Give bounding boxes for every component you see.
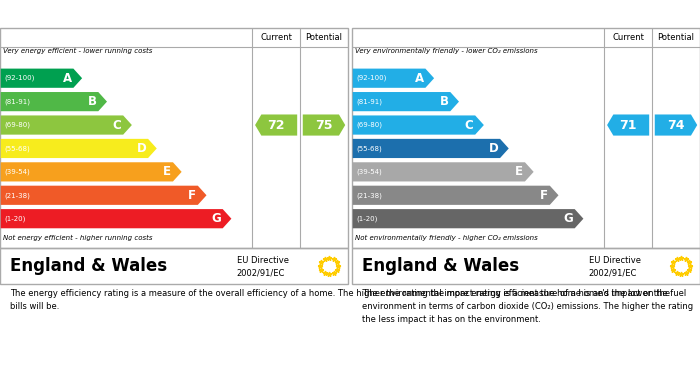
Text: A: A bbox=[62, 72, 71, 85]
Text: (81-91): (81-91) bbox=[4, 99, 30, 105]
Text: Not energy efficient - higher running costs: Not energy efficient - higher running co… bbox=[4, 235, 153, 241]
Text: (55-68): (55-68) bbox=[356, 145, 382, 152]
Text: Environmental Impact (CO₂) Rating: Environmental Impact (CO₂) Rating bbox=[359, 7, 592, 20]
Text: (1-20): (1-20) bbox=[356, 215, 377, 222]
Polygon shape bbox=[1, 139, 157, 158]
Text: G: G bbox=[211, 212, 221, 225]
Text: (92-100): (92-100) bbox=[356, 75, 386, 81]
Polygon shape bbox=[353, 115, 484, 135]
Polygon shape bbox=[353, 68, 434, 88]
Polygon shape bbox=[303, 115, 345, 136]
Text: 72: 72 bbox=[267, 118, 285, 131]
Text: 74: 74 bbox=[667, 118, 685, 131]
Text: (81-91): (81-91) bbox=[356, 99, 382, 105]
Text: C: C bbox=[113, 118, 121, 131]
Text: (21-38): (21-38) bbox=[4, 192, 30, 199]
Text: (69-80): (69-80) bbox=[356, 122, 382, 128]
Text: E: E bbox=[515, 165, 523, 178]
Polygon shape bbox=[1, 162, 181, 181]
Text: (55-68): (55-68) bbox=[4, 145, 30, 152]
Text: Very environmentally friendly - lower CO₂ emissions: Very environmentally friendly - lower CO… bbox=[356, 48, 538, 54]
Polygon shape bbox=[255, 115, 298, 136]
Text: England & Wales: England & Wales bbox=[10, 257, 167, 275]
Text: (39-54): (39-54) bbox=[4, 169, 30, 175]
Text: B: B bbox=[88, 95, 97, 108]
Text: Not environmentally friendly - higher CO₂ emissions: Not environmentally friendly - higher CO… bbox=[356, 235, 538, 241]
Polygon shape bbox=[353, 92, 459, 111]
Polygon shape bbox=[353, 162, 533, 181]
Polygon shape bbox=[1, 209, 232, 228]
Text: Current: Current bbox=[612, 33, 644, 42]
Text: (39-54): (39-54) bbox=[356, 169, 382, 175]
Text: Very energy efficient - lower running costs: Very energy efficient - lower running co… bbox=[4, 48, 153, 54]
Polygon shape bbox=[654, 115, 697, 136]
Text: F: F bbox=[540, 189, 548, 202]
Text: Potential: Potential bbox=[305, 33, 342, 42]
Text: The energy efficiency rating is a measure of the overall efficiency of a home. T: The energy efficiency rating is a measur… bbox=[10, 289, 687, 311]
Text: The environmental impact rating is a measure of a home's impact on the environme: The environmental impact rating is a mea… bbox=[363, 289, 694, 324]
Polygon shape bbox=[1, 115, 132, 135]
Text: Potential: Potential bbox=[657, 33, 694, 42]
Polygon shape bbox=[353, 139, 509, 158]
Polygon shape bbox=[353, 209, 583, 228]
Text: (69-80): (69-80) bbox=[4, 122, 30, 128]
Text: (21-38): (21-38) bbox=[356, 192, 382, 199]
Text: EU Directive: EU Directive bbox=[589, 256, 640, 265]
Text: (92-100): (92-100) bbox=[4, 75, 34, 81]
Text: 75: 75 bbox=[315, 118, 332, 131]
Polygon shape bbox=[1, 68, 82, 88]
Text: B: B bbox=[440, 95, 449, 108]
Text: C: C bbox=[465, 118, 473, 131]
Text: D: D bbox=[136, 142, 146, 155]
Text: (1-20): (1-20) bbox=[4, 215, 26, 222]
Text: EU Directive: EU Directive bbox=[237, 256, 288, 265]
Text: A: A bbox=[414, 72, 424, 85]
Polygon shape bbox=[353, 186, 559, 205]
Text: England & Wales: England & Wales bbox=[363, 257, 519, 275]
Text: 2002/91/EC: 2002/91/EC bbox=[237, 269, 285, 278]
Text: Energy Efficiency Rating: Energy Efficiency Rating bbox=[7, 7, 169, 20]
Polygon shape bbox=[1, 186, 206, 205]
Polygon shape bbox=[1, 92, 107, 111]
Polygon shape bbox=[607, 115, 649, 136]
Text: 71: 71 bbox=[620, 118, 637, 131]
Text: 2002/91/EC: 2002/91/EC bbox=[589, 269, 637, 278]
Text: D: D bbox=[489, 142, 498, 155]
Text: Current: Current bbox=[260, 33, 292, 42]
Text: G: G bbox=[564, 212, 573, 225]
Text: E: E bbox=[163, 165, 172, 178]
Text: F: F bbox=[188, 189, 196, 202]
